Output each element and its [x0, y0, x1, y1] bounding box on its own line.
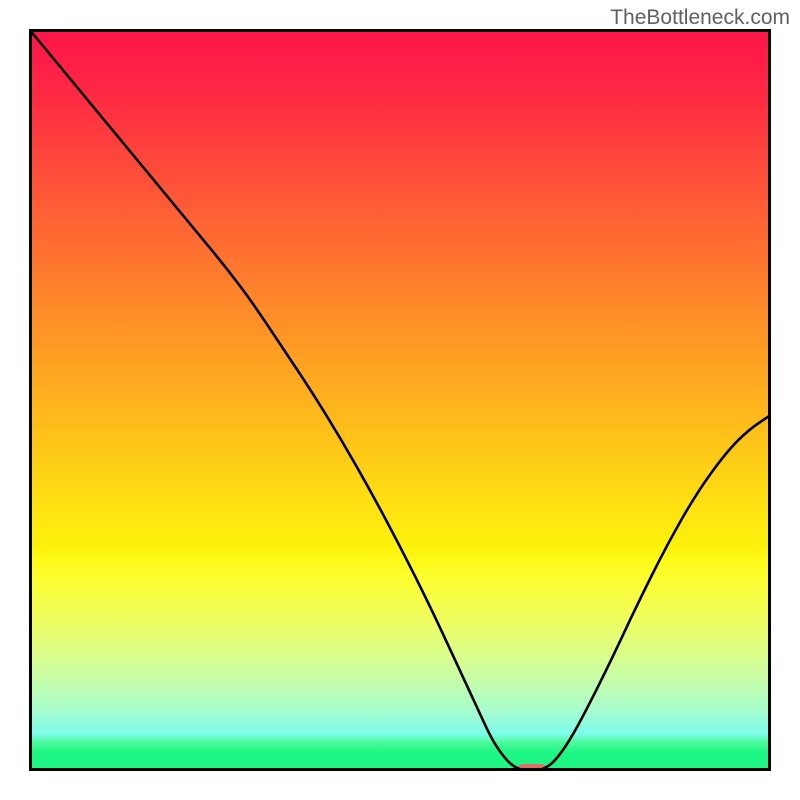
bottleneck-chart: TheBottleneck.com — [0, 0, 800, 800]
chart-svg — [29, 29, 771, 771]
chart-background — [29, 29, 771, 771]
plot-area — [29, 29, 771, 771]
attribution-text: TheBottleneck.com — [610, 6, 790, 30]
